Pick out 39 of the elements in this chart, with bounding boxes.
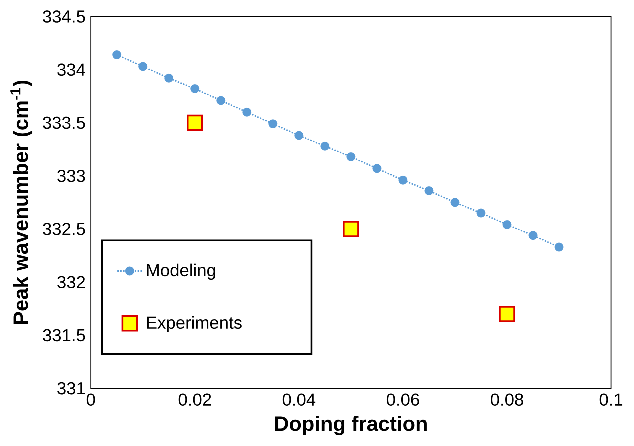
point <box>164 74 174 83</box>
point <box>554 242 564 252</box>
point <box>528 231 538 240</box>
x-tick-label: 0.04 <box>282 394 316 406</box>
y-tick-label: 333 <box>58 170 86 182</box>
point <box>398 176 408 185</box>
point <box>499 306 516 322</box>
point <box>138 62 148 72</box>
y-tick-label: 332 <box>58 276 86 288</box>
y-axis-title: Peak wavenumber (cm$^{-1}$) <box>10 80 33 324</box>
point <box>372 164 382 174</box>
point <box>242 108 252 117</box>
point <box>320 142 330 151</box>
y-tick-label: 334 <box>58 64 86 76</box>
x-tick-label: 0.02 <box>178 394 212 406</box>
point <box>450 198 460 208</box>
x-tick-label: 0.1 <box>600 394 623 406</box>
x-tick-label: 0.08 <box>491 394 524 406</box>
point <box>190 84 200 94</box>
y-tick-label: 331 <box>58 382 86 395</box>
y-tick-label: 333.5 <box>43 116 86 130</box>
y-tick-label: 332.5 <box>43 223 86 236</box>
point <box>346 152 356 162</box>
point <box>112 50 122 60</box>
point <box>187 114 204 132</box>
point <box>216 96 226 106</box>
point <box>343 221 360 238</box>
legend-label: Modeling <box>147 264 216 280</box>
x-axis-title: Doping fraction <box>275 416 427 436</box>
x-tick-label: 0 <box>86 394 96 406</box>
point <box>476 208 486 218</box>
point <box>268 120 278 129</box>
point <box>424 186 434 196</box>
y-tick-label: 334.5 <box>43 10 86 23</box>
legend-label: Experiments <box>147 316 242 332</box>
x-tick-label: 0.06 <box>386 394 420 406</box>
y-tick-label: 331.5 <box>43 329 86 342</box>
point <box>294 131 304 140</box>
point <box>502 220 512 230</box>
